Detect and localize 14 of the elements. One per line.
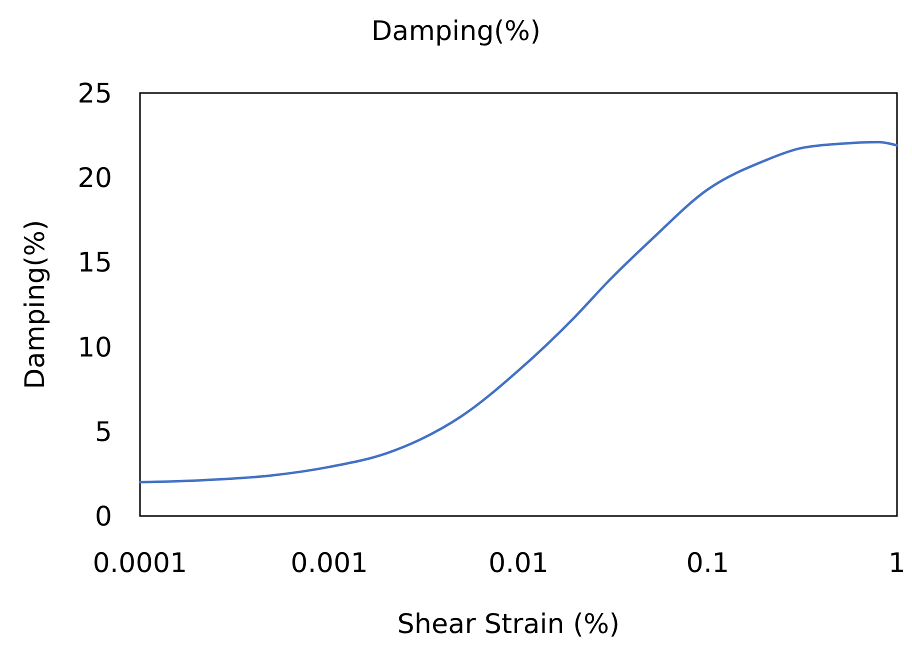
y-tick-label: 20: [78, 163, 112, 194]
x-tick-label: 0.1: [686, 548, 730, 579]
y-axis-title: Damping(%): [20, 220, 51, 390]
y-tick-label: 25: [78, 78, 112, 110]
y-tick-label: 10: [78, 332, 112, 364]
chart-title: Damping(%): [371, 16, 541, 47]
x-axis-title: Shear Strain (%): [397, 609, 620, 640]
y-tick-label: 15: [78, 248, 112, 279]
x-tick-label: 0.01: [488, 548, 549, 579]
x-tick-label: 0.0001: [92, 548, 188, 579]
y-tick-label: 0: [94, 501, 112, 532]
x-tick-label: 1: [888, 548, 906, 579]
y-tick-label: 5: [94, 416, 112, 448]
x-tick-label: 0.001: [290, 548, 368, 579]
